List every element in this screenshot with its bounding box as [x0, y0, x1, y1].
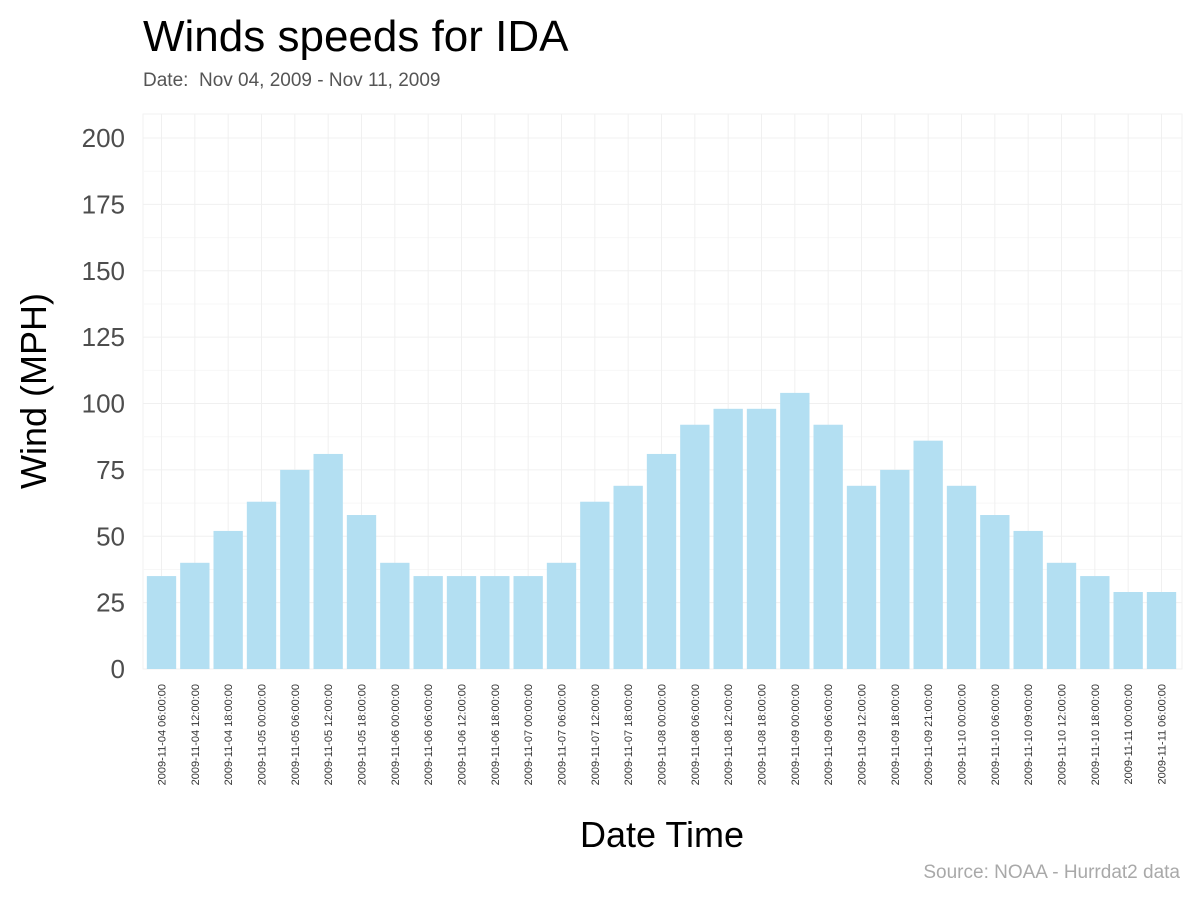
x-tick-label: 2009-11-06 18:00:00 — [490, 684, 502, 785]
y-tick-label: 175 — [82, 189, 125, 219]
bar — [280, 469, 310, 669]
bar — [780, 392, 810, 669]
bar — [946, 485, 977, 669]
y-tick-label: 25 — [96, 588, 125, 618]
x-tick-label: 2009-11-10 18:00:00 — [1090, 684, 1102, 785]
x-tick-label: 2009-11-05 00:00:00 — [257, 684, 269, 785]
x-tick-label: 2009-11-07 06:00:00 — [557, 684, 569, 785]
bar — [246, 501, 277, 669]
x-tick-label: 2009-11-06 12:00:00 — [457, 684, 469, 785]
x-tick-label: 2009-11-06 00:00:00 — [390, 684, 402, 785]
bar — [1080, 576, 1110, 669]
x-tick-label: 2009-11-07 18:00:00 — [623, 684, 635, 785]
x-axis-title: Date Time — [580, 814, 744, 855]
y-tick-label: 0 — [111, 654, 125, 684]
y-axis-title: Wind (MPH) — [13, 293, 54, 489]
x-tick-label: 2009-11-05 12:00:00 — [323, 684, 335, 785]
bar — [880, 469, 910, 669]
y-tick-label: 100 — [82, 389, 125, 419]
bar — [913, 440, 943, 669]
bar — [380, 562, 410, 669]
chart-subtitle: Date: Nov 04, 2009 - Nov 11, 2009 — [143, 70, 441, 91]
bar — [1013, 530, 1043, 669]
y-tick-label: 50 — [96, 521, 125, 551]
bar — [413, 576, 443, 669]
bars — [146, 392, 1177, 669]
x-tick-label: 2009-11-11 06:00:00 — [1157, 684, 1169, 785]
x-tick-label: 2009-11-04 12:00:00 — [190, 684, 202, 785]
bar — [546, 562, 577, 669]
x-tick-label: 2009-11-09 18:00:00 — [890, 684, 902, 785]
bar — [846, 485, 877, 669]
bar — [213, 530, 243, 669]
x-tick-label: 2009-11-10 00:00:00 — [957, 684, 969, 785]
x-tick-label: 2009-11-10 06:00:00 — [990, 684, 1002, 785]
bar — [480, 576, 510, 669]
x-tick-label: 2009-11-10 09:00:00 — [1023, 684, 1035, 785]
x-tick-label: 2009-11-07 00:00:00 — [523, 684, 535, 785]
bar — [1146, 592, 1177, 669]
bar — [446, 576, 477, 669]
x-tick-label: 2009-11-09 00:00:00 — [790, 684, 802, 785]
bar — [980, 515, 1010, 669]
y-axis-ticks: 0 25 50 75 100 125 150 175 200 — [82, 123, 125, 684]
chart-caption: Source: NOAA - Hurrdat2 data — [923, 862, 1180, 883]
y-tick-label: 125 — [82, 322, 125, 352]
bar — [646, 453, 677, 669]
bar — [180, 562, 210, 669]
x-tick-label: 2009-11-08 18:00:00 — [757, 684, 769, 785]
x-tick-label: 2009-11-07 12:00:00 — [590, 684, 602, 785]
x-tick-label: 2009-11-08 12:00:00 — [723, 684, 735, 785]
x-tick-label: 2009-11-08 00:00:00 — [657, 684, 669, 785]
bar — [146, 576, 177, 669]
bar — [813, 424, 843, 669]
bar — [346, 515, 377, 669]
x-tick-label: 2009-11-09 06:00:00 — [823, 684, 835, 785]
y-tick-label: 150 — [82, 256, 125, 286]
bar — [513, 576, 543, 669]
bar — [1046, 562, 1077, 669]
bar — [613, 485, 643, 669]
x-tick-label: 2009-11-05 18:00:00 — [357, 684, 369, 785]
chart-title: Winds speeds for IDA — [143, 12, 569, 61]
x-tick-label: 2009-11-04 06:00:00 — [157, 684, 169, 785]
y-tick-label: 75 — [96, 455, 125, 485]
bar — [313, 453, 343, 669]
x-axis-ticks: 2009-11-04 06:00:00 2009-11-04 12:00:00 20… — [157, 684, 1169, 785]
x-tick-label: 2009-11-11 00:00:00 — [1123, 684, 1135, 785]
x-tick-label: 2009-11-09 12:00:00 — [857, 684, 869, 785]
x-tick-label: 2009-11-08 06:00:00 — [690, 684, 702, 785]
x-tick-label: 2009-11-06 06:00:00 — [423, 684, 435, 785]
x-tick-label: 2009-11-04 18:00:00 — [223, 684, 235, 785]
y-tick-label: 200 — [82, 123, 125, 153]
bar — [680, 424, 710, 669]
x-tick-label: 2009-11-10 12:00:00 — [1057, 684, 1069, 785]
x-tick-label: 2009-11-09 21:00:00 — [923, 684, 935, 785]
bar — [713, 408, 743, 669]
bar — [1113, 592, 1143, 669]
x-tick-label: 2009-11-05 06:00:00 — [290, 684, 302, 785]
bar — [746, 408, 777, 669]
bar — [580, 501, 610, 669]
